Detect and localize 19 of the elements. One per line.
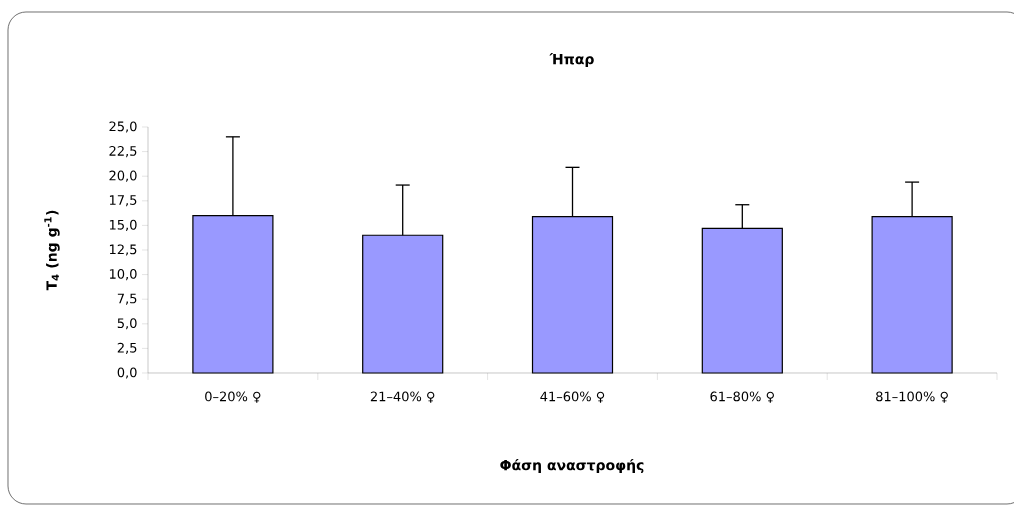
x-tick-label: 61–80% ♀: [710, 391, 774, 403]
y-tick-label: 17,5: [109, 195, 137, 207]
x-tick-label: 0–20% ♀: [205, 391, 261, 403]
y-axis-title: T$_{4}$ (ng g$^{-1}$): [44, 210, 60, 291]
y-tick-label: 7,5: [117, 293, 137, 305]
y-tick-label: 5,0: [117, 318, 137, 330]
x-axis-title: Φάση αναστροφής: [500, 458, 644, 474]
x-tick-label: 81–100% ♀: [876, 391, 948, 403]
x-tick-label: 21–40% ♀: [370, 391, 435, 403]
y-tick-label: 22,5: [109, 146, 137, 158]
y-tick-label: 12,5: [109, 244, 137, 256]
y-tick-label: 10,0: [109, 269, 137, 281]
x-tick-label: 41–60% ♀: [540, 391, 605, 403]
y-tick-label: 15,0: [109, 219, 137, 231]
y-tick-label: 25,0: [109, 121, 137, 133]
y-tick-label: 20,0: [109, 170, 137, 182]
chart-title: Ήπαρ: [549, 52, 594, 68]
y-tick-label: 0,0: [117, 367, 137, 379]
y-tick-label: 2,5: [117, 342, 137, 354]
